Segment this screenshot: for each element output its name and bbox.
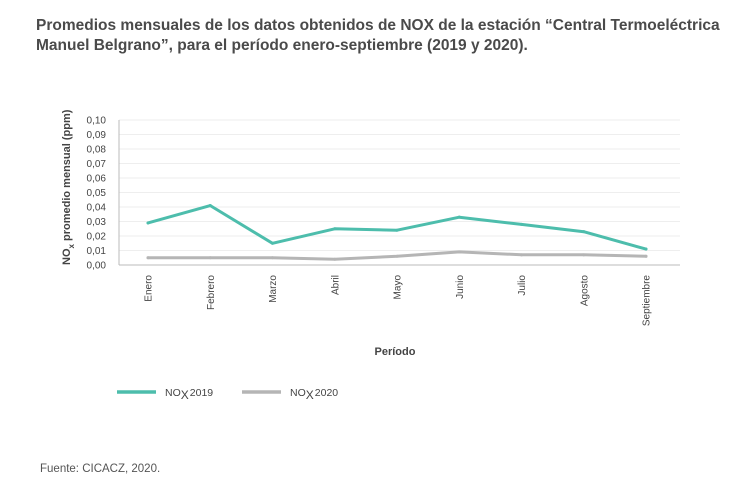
data-point-2020 xyxy=(520,253,523,257)
y-tick-label: 0,02 xyxy=(87,232,107,243)
x-tick-labels: Enero Febrero Marzo Abril Mayo Junio Julio Agos… xyxy=(144,275,653,327)
legend-prefix-2019: NO xyxy=(165,387,181,399)
y-tick-label: 0,05 xyxy=(87,188,107,199)
series-line-2019 xyxy=(146,204,648,251)
y-axis-title: NOx promedio mensual (ppm) xyxy=(61,109,76,265)
grid-lines xyxy=(119,119,680,251)
data-point-2019 xyxy=(520,222,523,226)
legend-suffix-2020: 2020 xyxy=(315,387,339,399)
x-tick-label: Febrero xyxy=(206,275,217,310)
data-point-2020 xyxy=(333,257,337,261)
data-point-2019 xyxy=(644,247,648,251)
legend-item-2019: NOX2019 xyxy=(117,387,213,402)
y-tick-label: 0,06 xyxy=(87,174,107,185)
y-tick-label: 0,00 xyxy=(87,261,107,272)
data-point-2020 xyxy=(208,256,212,260)
x-tick-label: Agosto xyxy=(579,275,590,307)
y-tick-label: 0,01 xyxy=(87,246,107,257)
x-tick-label: Marzo xyxy=(268,275,279,303)
x-axis-title: Período xyxy=(375,346,416,358)
data-point-2020 xyxy=(582,253,586,257)
data-point-2020 xyxy=(457,250,461,254)
data-point-2019 xyxy=(457,215,461,219)
x-tick-label: Enero xyxy=(144,275,155,302)
y-tick-label: 0,09 xyxy=(87,130,107,141)
x-tick-label: Mayo xyxy=(393,275,404,300)
legend-item-2020: NOX2020 xyxy=(242,387,338,402)
y-tick-label: 0,03 xyxy=(87,217,107,228)
data-point-2020 xyxy=(644,254,648,258)
data-point-2019 xyxy=(208,204,212,208)
data-point-2020 xyxy=(395,254,399,258)
y-tick-label: 0,08 xyxy=(87,145,107,156)
x-tick-label: Junio xyxy=(455,275,466,299)
data-point-2019 xyxy=(582,230,586,234)
chart-title: Promedios mensuales de los datos obtenid… xyxy=(36,17,720,54)
data-point-2020 xyxy=(146,256,150,260)
legend-label-2019: NOX2019 xyxy=(165,387,213,402)
data-point-2019 xyxy=(146,221,150,225)
legend-prefix-2020: NO xyxy=(290,387,306,399)
data-point-2019 xyxy=(271,241,274,245)
y-tick-label: 0,07 xyxy=(87,159,107,170)
legend-sub-2020: X xyxy=(306,388,314,402)
y-axis-title-main: NO xyxy=(61,248,73,265)
data-point-2020 xyxy=(271,256,274,260)
x-tick-label: Julio xyxy=(517,275,528,296)
x-tick-label: Abril xyxy=(330,275,341,295)
data-point-2019 xyxy=(395,228,399,232)
y-tick-label: 0,04 xyxy=(87,203,107,214)
legend-label-2020: NOX2020 xyxy=(290,387,338,402)
legend: NOX2019 NOX2020 xyxy=(117,387,338,402)
y-axis-title-rest: promedio mensual (ppm) xyxy=(61,109,73,244)
source-note: Fuente: CICACZ, 2020. xyxy=(40,463,161,475)
x-tick-label: Septiembre xyxy=(642,275,653,327)
legend-suffix-2019: 2019 xyxy=(190,387,214,399)
y-axis-title-sub: x xyxy=(67,244,76,249)
legend-sub-2019: X xyxy=(181,388,189,402)
series-lines xyxy=(146,204,648,261)
data-point-2019 xyxy=(333,227,337,231)
y-tick-labels: 0,00 0,01 0,02 0,03 0,04 0,05 0,06 0,07 0,08 0,09… xyxy=(87,116,107,272)
y-tick-label: 0,10 xyxy=(87,116,107,127)
